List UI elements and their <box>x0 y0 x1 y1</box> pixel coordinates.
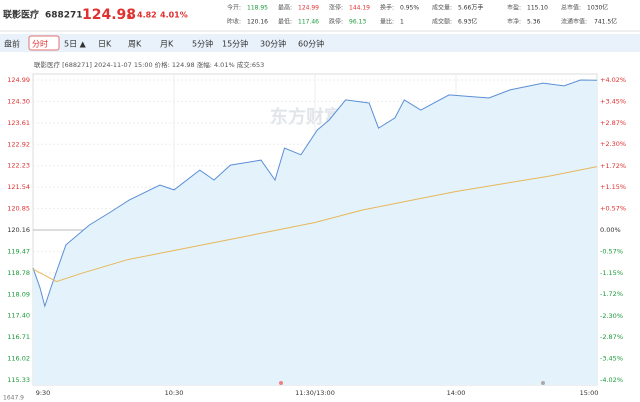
stat-label: 最高: <box>278 4 292 12</box>
y2-tick-label: +2.87% <box>600 119 626 127</box>
y-tick-label: 122.23 <box>7 162 30 170</box>
stat-value: 144.19 <box>349 5 370 12</box>
y-tick-label: 119.47 <box>7 247 30 255</box>
tab[interactable]: 月K <box>160 40 174 49</box>
stat-value: 741.5亿 <box>594 18 617 26</box>
price-area <box>33 80 597 385</box>
stat-label: 总市值: <box>561 4 581 12</box>
marker-dot <box>279 381 283 385</box>
y-tick-label: 120.16 <box>7 226 30 234</box>
stock-name: 联影医疗 <box>3 9 39 21</box>
stock-code: 688271 <box>45 11 83 21</box>
stat-value: 0.95% <box>400 5 419 12</box>
y2-tick-label: +4.02% <box>600 76 626 84</box>
price: 124.98 <box>82 7 136 23</box>
price-line <box>32 79 598 308</box>
x-tick-label: 11:30/13:00 <box>295 389 335 397</box>
y2-tick-label: -2.87% <box>600 333 623 341</box>
stat-label: 市净: <box>507 18 521 26</box>
tab[interactable]: 周K <box>128 40 142 49</box>
tab[interactable]: 15分钟 <box>222 39 248 49</box>
stat-label: 跌停: <box>329 18 343 26</box>
y-tick-label: 122.92 <box>7 140 30 148</box>
stat-value: 6.93亿 <box>458 18 477 26</box>
y-tick-label: 118.78 <box>7 269 30 277</box>
stat-label: 换手: <box>380 4 394 12</box>
x-tick-label: 15:00 <box>580 389 599 397</box>
y-tick-label: 120.85 <box>7 205 30 213</box>
y-tick-label: 116.02 <box>7 355 30 363</box>
y2-tick-label: -0.57% <box>600 247 623 255</box>
tab[interactable]: 5日 ▲ <box>64 40 87 49</box>
watermark: 东方财富 <box>270 106 342 128</box>
tab[interactable]: 盘前 <box>4 39 20 49</box>
stat-value: 117.46 <box>298 19 319 26</box>
stat-label: 最低: <box>278 18 292 26</box>
stat-label: 成交额: <box>432 18 452 26</box>
average-line <box>32 166 598 283</box>
stat-label: 昨收: <box>227 18 241 26</box>
tab-active[interactable] <box>28 35 60 51</box>
change: 4.82 <box>137 11 157 20</box>
stat-label: 市盈: <box>507 4 521 12</box>
change-pct: 4.01% <box>160 11 188 20</box>
y-tick-label: 123.61 <box>7 119 30 127</box>
y-tick-label: 124.99 <box>7 76 30 84</box>
y-tick-label: 115.33 <box>7 376 30 384</box>
tab[interactable]: 日K <box>98 40 112 49</box>
stat-value: 124.99 <box>298 5 319 12</box>
stat-value: 1030亿 <box>587 4 608 12</box>
y-tick-label: 121.54 <box>7 183 30 191</box>
tab[interactable]: 30分钟 <box>260 39 286 49</box>
marker-dot <box>541 381 545 385</box>
y2-tick-label: +2.30% <box>600 140 626 148</box>
stat-label: 流通市值: <box>561 18 587 26</box>
stat-label: 今开: <box>227 4 241 12</box>
stat-label: 涨停: <box>329 4 343 12</box>
y2-tick-label: +3.45% <box>600 97 626 105</box>
y-tick-label: 117.40 <box>7 312 30 320</box>
y2-tick-label: -1.15% <box>600 269 623 277</box>
x-tick-label: 10:30 <box>165 389 184 397</box>
y-tick-label: 124.30 <box>7 97 30 105</box>
stat-value: 118.95 <box>247 5 268 12</box>
y2-tick-label: -4.02% <box>600 376 623 384</box>
x-tick-label: 14:00 <box>447 389 466 397</box>
tab[interactable]: 分时 <box>32 39 48 49</box>
stat-value: 120.16 <box>247 19 268 26</box>
stat-value: 5.36 <box>527 19 541 26</box>
header-bg <box>0 0 640 31</box>
stat-value: 5.66万手 <box>458 4 483 12</box>
stat-value: 1 <box>400 19 404 26</box>
y-tick-label: 118.09 <box>7 290 30 298</box>
chart-info: 联影医疗 [688271] 2024-11-07 15:00 价格: 124.9… <box>34 60 264 69</box>
y-tick-label: 116.71 <box>7 333 30 341</box>
y2-tick-label: -1.72% <box>600 290 623 298</box>
stat-label: 量比: <box>380 18 394 26</box>
stat-value: 96.13 <box>349 19 366 26</box>
tab[interactable]: 60分钟 <box>298 39 324 49</box>
y2-tick-label: -3.45% <box>600 355 623 363</box>
y2-tick-label: +1.72% <box>600 162 626 170</box>
volume-label: 1647.9 <box>3 395 24 402</box>
y2-tick-label: 0.00% <box>600 226 621 234</box>
stat-label: 成交量: <box>432 4 452 12</box>
tab[interactable]: 5分钟 <box>192 39 213 49</box>
stat-value: 115.10 <box>527 5 548 12</box>
y2-tick-label: +1.15% <box>600 183 626 191</box>
y2-tick-label: -2.30% <box>600 312 623 320</box>
x-tick-label: 9:30 <box>36 389 51 397</box>
y2-tick-label: +0.57% <box>600 205 626 213</box>
tab-bar <box>0 34 640 52</box>
arrow: ▲ <box>127 12 133 20</box>
